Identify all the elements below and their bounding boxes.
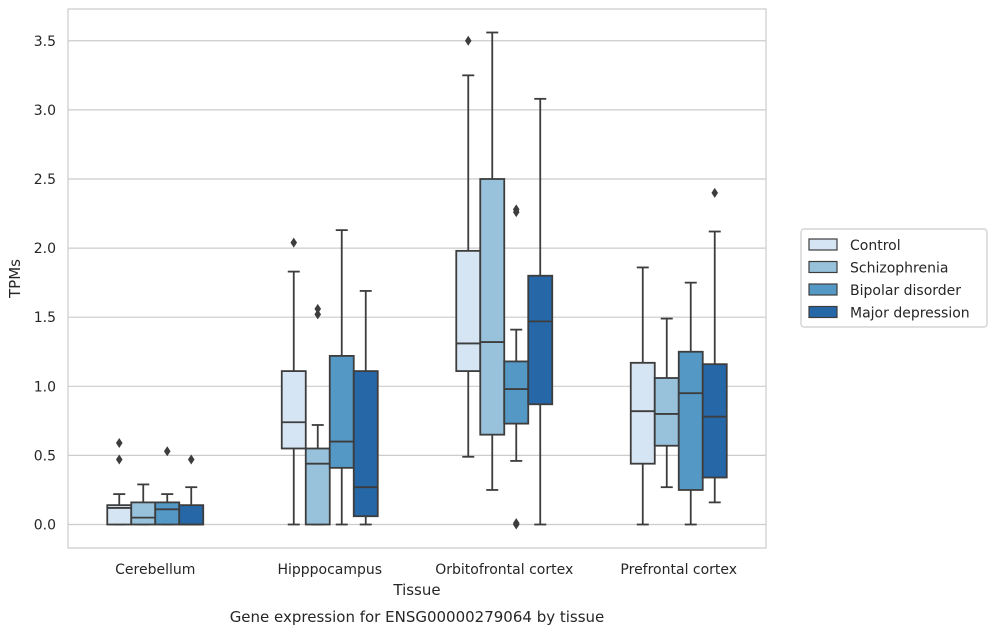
- x-tick-labels: Cerebellum Hipppocampus Orbitofrontal cort…: [115, 562, 737, 578]
- outlier-point: [512, 518, 520, 529]
- box-iqr: [629, 361, 656, 465]
- outlier-point: [512, 204, 520, 215]
- box-2-3: [527, 97, 554, 526]
- box-2-2: [503, 204, 530, 530]
- x-tick-label: Orbitofrontal cortex: [435, 562, 573, 578]
- outlier-point: [314, 303, 322, 314]
- box-3-3: [701, 187, 728, 504]
- y-tick-label: 3.5: [34, 34, 56, 50]
- box-3-1: [653, 317, 680, 489]
- box-0-0: [106, 437, 133, 526]
- legend-label: Major depression: [850, 306, 970, 322]
- box-iqr: [479, 178, 506, 436]
- outlier-point: [115, 454, 123, 465]
- box-iqr: [178, 504, 205, 526]
- box-iqr: [503, 360, 530, 425]
- box-0-1: [130, 483, 157, 526]
- outlier-point: [464, 35, 472, 46]
- outlier-point: [314, 309, 322, 320]
- box-0-3: [178, 454, 205, 526]
- y-tick-label: 1.5: [34, 310, 56, 326]
- legend-label: Bipolar disorder: [850, 283, 961, 299]
- box-iqr: [280, 370, 307, 450]
- y-tick-label: 0.5: [34, 448, 56, 464]
- box-iqr: [130, 501, 157, 526]
- outlier-point: [711, 187, 719, 198]
- chart-caption: Gene expression for ENSG00000279064 by t…: [230, 608, 605, 626]
- box-iqr: [455, 249, 482, 372]
- y-axis-label: TPMs: [6, 259, 24, 299]
- x-tick-label: Hipppocampus: [277, 562, 382, 578]
- box-iqr: [527, 274, 554, 406]
- y-tick-labels: 0.0 0.5 1.0 1.5 2.0 2.5 3.0 3.5: [34, 34, 56, 534]
- legend-frame: [800, 228, 988, 328]
- box-iqr: [154, 501, 181, 526]
- y-tick-label: 3.0: [34, 103, 56, 119]
- box-1-2: [328, 229, 355, 526]
- box-1-1: [304, 303, 331, 526]
- gridlines: [68, 40, 766, 526]
- legend: Control Schizophrenia Bipolar disorder Majo…: [800, 228, 988, 328]
- legend-swatch: [808, 305, 838, 319]
- legend-item: Major depression: [808, 305, 970, 322]
- outlier-point: [115, 437, 123, 448]
- y-tick-label: 0.0: [34, 518, 56, 534]
- outlier-point: [290, 237, 298, 248]
- box-iqr: [653, 377, 680, 447]
- legend-item: Schizophrenia: [808, 260, 948, 277]
- legend-swatch: [808, 260, 838, 274]
- box-iqr: [677, 350, 704, 491]
- legend-item: Control: [808, 238, 901, 254]
- legend-swatch: [808, 283, 838, 296]
- box-iqr: [701, 363, 728, 479]
- box-2-1: [479, 31, 506, 491]
- plot-frame: [67, 8, 767, 549]
- outlier-point: [187, 454, 195, 465]
- box-plot-area: [106, 31, 728, 530]
- legend-item: Bipolar disorder: [808, 283, 961, 299]
- box-iqr: [352, 370, 379, 518]
- box-3-0: [629, 266, 656, 526]
- box-1-0: [280, 237, 307, 526]
- x-tick-label: Prefrontal cortex: [620, 562, 737, 578]
- y-tick-label: 1.0: [34, 379, 56, 395]
- x-tick-label: Cerebellum: [115, 562, 195, 578]
- y-tick-label: 2.5: [34, 172, 56, 188]
- box-3-2: [677, 281, 704, 526]
- x-axis-label: Tissue: [392, 581, 440, 599]
- legend-label: Schizophrenia: [850, 261, 948, 277]
- box-0-2: [154, 446, 181, 526]
- box-iqr: [328, 354, 355, 469]
- legend-swatch: [808, 238, 838, 251]
- box-1-3: [352, 290, 379, 526]
- box-2-0: [455, 35, 482, 458]
- outlier-point: [163, 446, 171, 457]
- box-iqr: [304, 447, 331, 526]
- legend-label: Control: [850, 238, 901, 254]
- y-tick-label: 2.0: [34, 241, 56, 257]
